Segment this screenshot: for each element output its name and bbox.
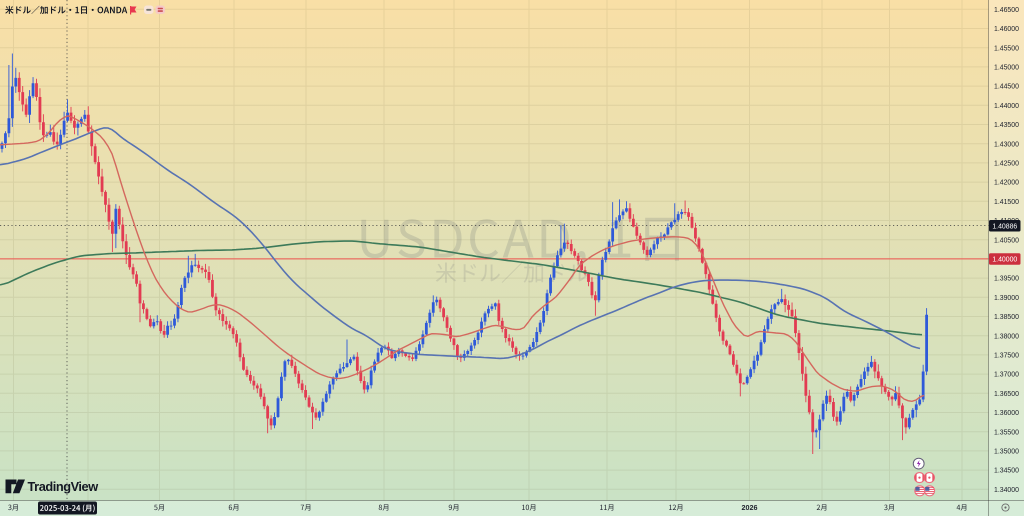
svg-text:1.42000: 1.42000	[994, 180, 1019, 187]
svg-text:1.43500: 1.43500	[994, 122, 1019, 129]
svg-text:1.43000: 1.43000	[994, 141, 1019, 148]
svg-text:TradingView: TradingView	[28, 479, 99, 494]
svg-text:1.35500: 1.35500	[994, 429, 1019, 436]
svg-text:1.37500: 1.37500	[994, 353, 1019, 360]
svg-text:1.34500: 1.34500	[994, 468, 1019, 475]
svg-text:1.45000: 1.45000	[994, 65, 1019, 72]
svg-text:1.36500: 1.36500	[994, 391, 1019, 398]
svg-text:1.34000: 1.34000	[994, 487, 1019, 494]
svg-text:1.46000: 1.46000	[994, 26, 1019, 33]
svg-text:1.39500: 1.39500	[994, 276, 1019, 283]
svg-text:1.36000: 1.36000	[994, 410, 1019, 417]
svg-text:1.35000: 1.35000	[994, 449, 1019, 456]
svg-text:1.40500: 1.40500	[994, 237, 1019, 244]
svg-text:1.44000: 1.44000	[994, 103, 1019, 110]
svg-text:1.37000: 1.37000	[994, 372, 1019, 379]
svg-text:1.44500: 1.44500	[994, 84, 1019, 91]
svg-text:1.39000: 1.39000	[994, 295, 1019, 302]
svg-text:1.45500: 1.45500	[994, 45, 1019, 52]
svg-text:1.38000: 1.38000	[994, 333, 1019, 340]
svg-text:1.40886: 1.40886	[992, 223, 1017, 230]
svg-text:2026: 2026	[742, 503, 758, 512]
svg-text:1.42500: 1.42500	[994, 161, 1019, 168]
svg-text:1.38500: 1.38500	[994, 314, 1019, 321]
svg-text:1.41500: 1.41500	[994, 199, 1019, 206]
svg-text:1.46500: 1.46500	[994, 7, 1019, 14]
svg-text:1.40000: 1.40000	[992, 257, 1017, 264]
